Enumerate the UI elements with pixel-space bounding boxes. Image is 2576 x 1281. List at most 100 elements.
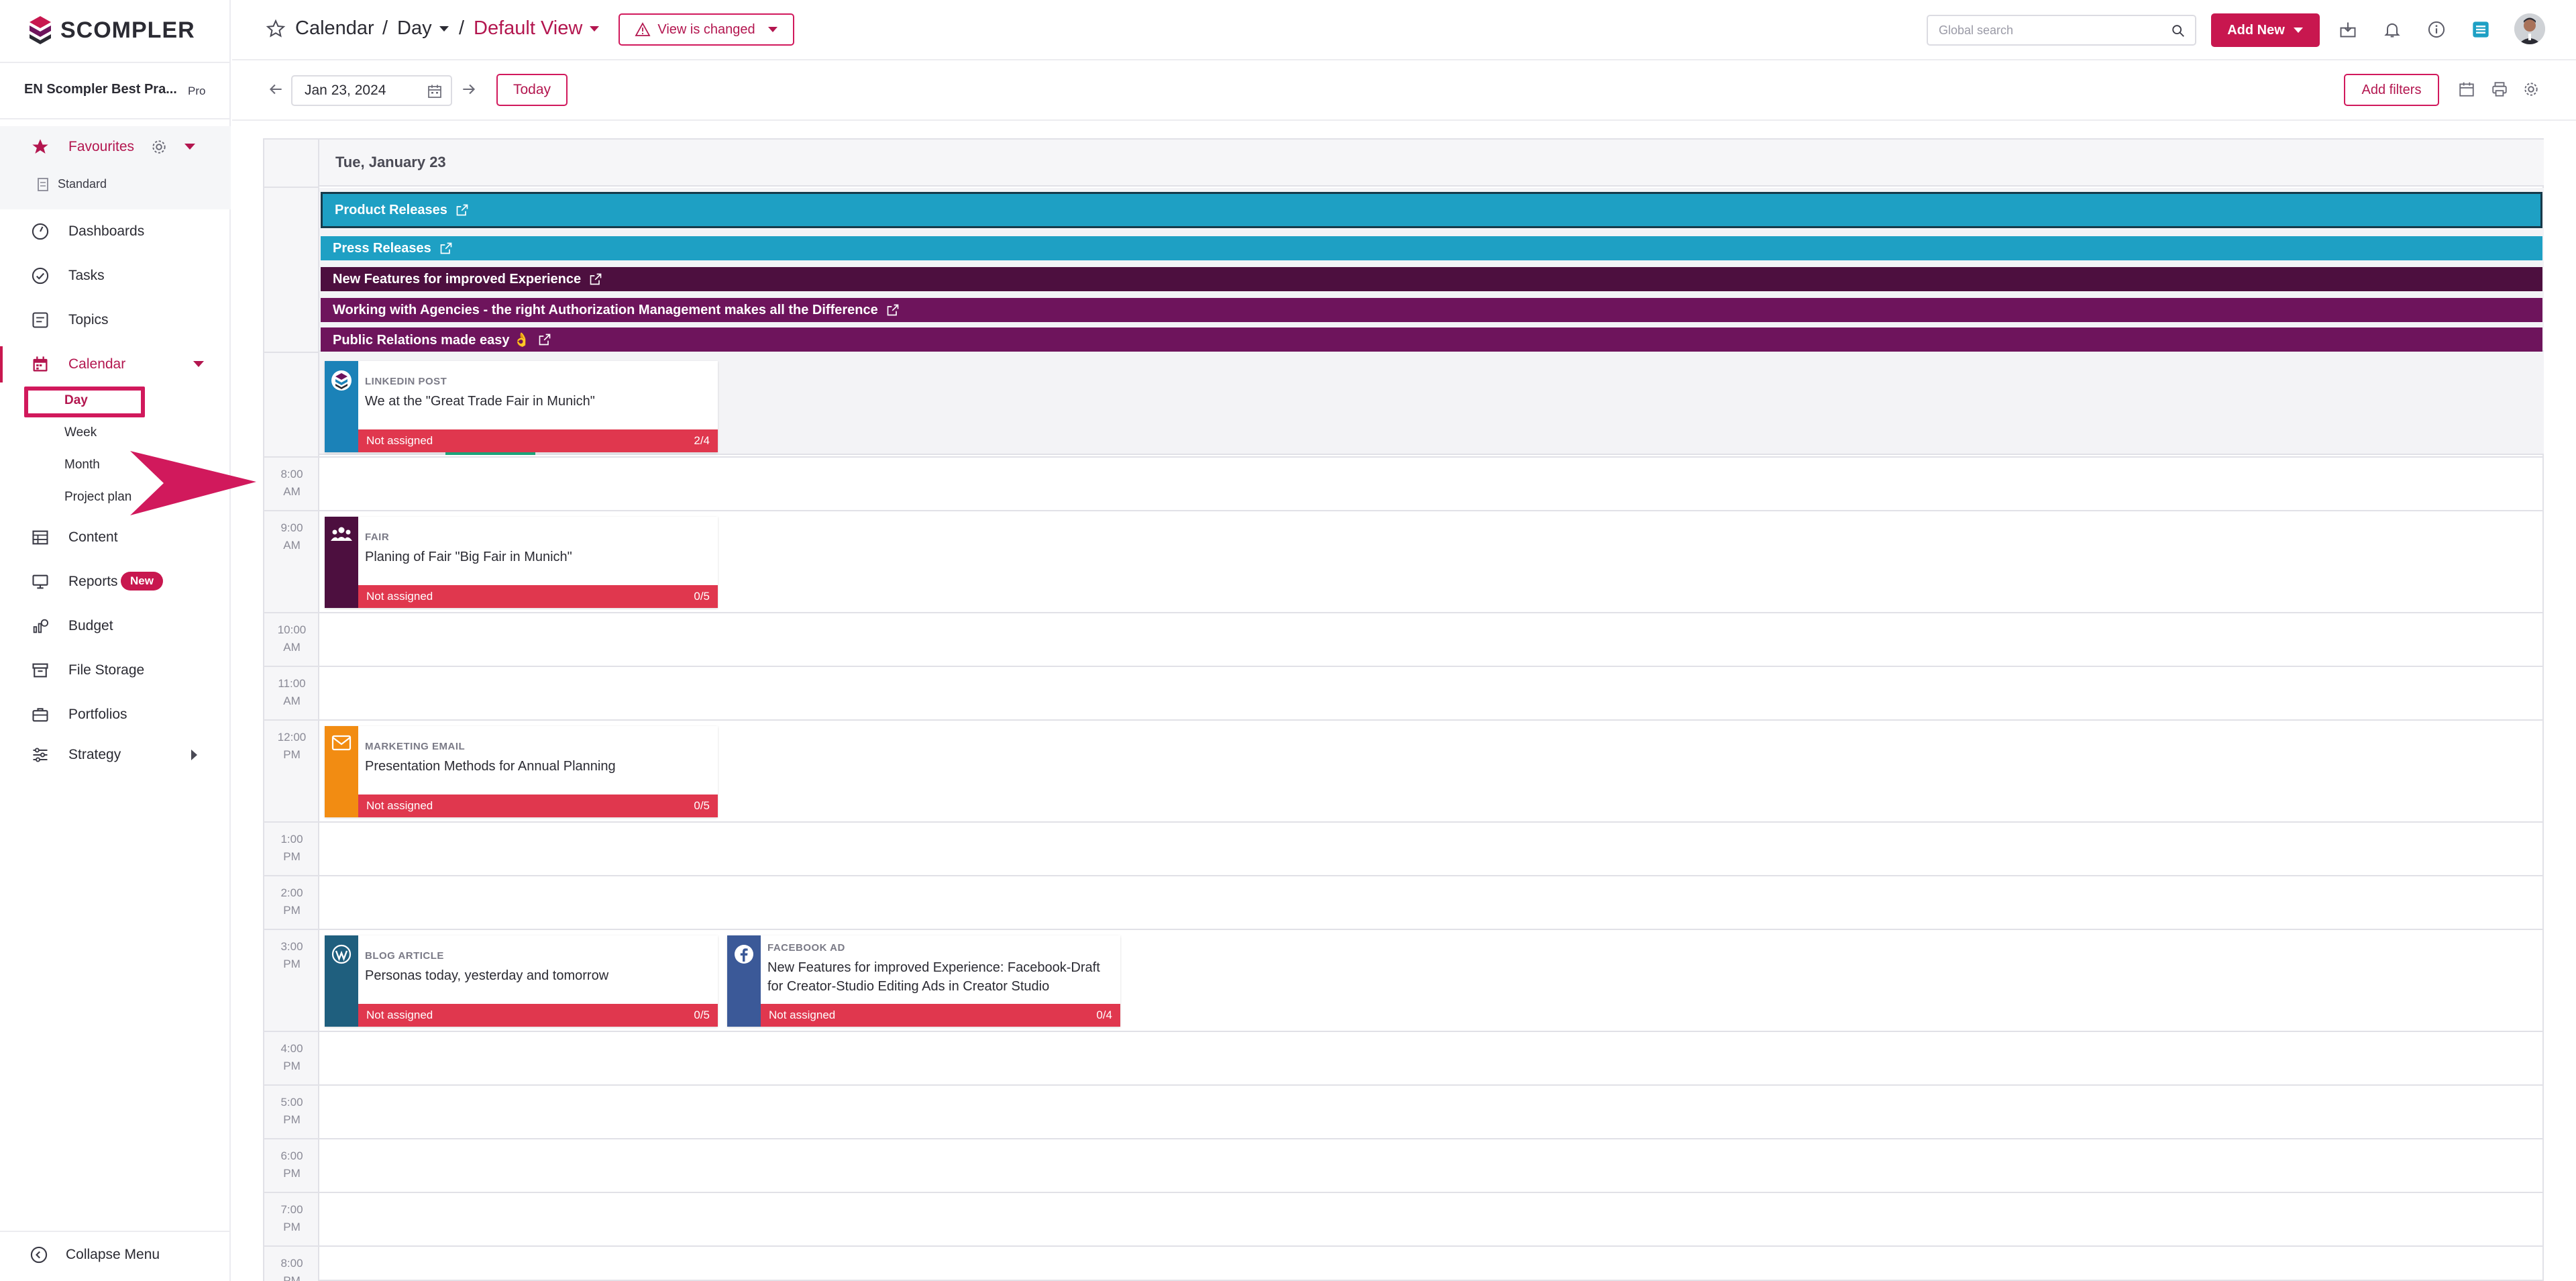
all-day-event-press-releases[interactable]: Press Releases — [321, 236, 2542, 260]
card-title: Presentation Methods for Annual Planning — [365, 759, 616, 774]
prev-day-arrow-icon[interactable] — [267, 81, 284, 98]
external-link-icon[interactable] — [455, 203, 469, 217]
gutter-line — [264, 821, 319, 823]
caret-down-icon — [439, 25, 449, 32]
favourites-section — [0, 126, 231, 209]
today-button[interactable]: Today — [496, 74, 568, 106]
sidebar-item-file-storage[interactable]: File Storage — [0, 652, 231, 688]
chevron-right-icon[interactable] — [191, 749, 199, 761]
gutter-line — [264, 719, 319, 721]
app-launcher-icon[interactable] — [2470, 19, 2491, 40]
reports-icon — [30, 571, 51, 593]
sidebar-item-label: Portfolios — [68, 707, 127, 722]
avatar[interactable] — [2514, 13, 2545, 44]
sidebar-item-budget[interactable]: Budget — [0, 608, 231, 644]
favourite-view-standard[interactable]: Standard — [38, 177, 107, 191]
gear-icon[interactable] — [150, 138, 168, 156]
envelope-icon — [331, 735, 352, 751]
hour-line — [319, 1031, 2544, 1032]
all-day-event-new-features[interactable]: New Features for improved Experience — [321, 267, 2542, 291]
calendar-export-icon[interactable] — [2458, 81, 2475, 98]
event-label: Working with Agencies - the right Author… — [333, 302, 878, 317]
sidebar-item-label: File Storage — [68, 662, 145, 678]
hour-line — [319, 456, 2544, 458]
content-card-fair[interactable]: FAIR Planing of Fair "Big Fair in Munich… — [325, 517, 718, 608]
hour-label-11am: 11:00 AM — [278, 677, 306, 707]
sidebar-item-portfolios[interactable]: Portfolios — [0, 697, 231, 733]
calendar-picker-icon — [428, 85, 441, 98]
breadcrumb-separator: / — [459, 17, 465, 39]
content-card-linkedin-post[interactable]: LINKEDIN POST We at the "Great Trade Fai… — [325, 361, 718, 455]
settings-gear-icon[interactable] — [2522, 81, 2540, 98]
external-link-icon[interactable] — [886, 303, 900, 317]
content-card-facebook-ad[interactable]: FACEBOOK AD New Features for improved Ex… — [727, 935, 1120, 1027]
hour-label-5pm: 5:00 PM — [280, 1096, 303, 1126]
sidebar-item-strategy[interactable]: Strategy — [0, 737, 231, 773]
breadcrumb-calendar[interactable]: Calendar — [295, 17, 374, 39]
search-icon — [2172, 25, 2184, 37]
hour-line — [319, 719, 2544, 721]
wordpress-icon — [331, 944, 352, 964]
task-progress-count: 0/5 — [694, 590, 710, 603]
bell-icon[interactable] — [2381, 19, 2403, 40]
content-card-marketing-email[interactable]: MARKETING EMAIL Presentation Methods for… — [325, 726, 718, 817]
sidebar-item-reports[interactable]: Reports — [0, 564, 231, 600]
warning-icon — [635, 22, 651, 36]
task-progress-count: 0/5 — [694, 799, 710, 812]
collapse-menu-button[interactable]: Collapse Menu — [30, 1245, 160, 1264]
info-icon[interactable] — [2426, 19, 2447, 40]
hour-line — [319, 821, 2544, 823]
hour-line — [319, 666, 2544, 667]
brand-logo[interactable]: SCOMPLER — [27, 15, 195, 46]
chevron-down-icon[interactable] — [184, 143, 196, 151]
sidebar-item-tasks[interactable]: Tasks — [0, 258, 231, 294]
favourite-star-icon[interactable] — [266, 19, 286, 39]
calendar-sub-day[interactable]: Day — [64, 393, 88, 407]
external-link-icon[interactable] — [589, 272, 602, 286]
global-search-input[interactable]: Global search — [1927, 15, 2196, 46]
gutter-line — [264, 929, 319, 930]
external-link-icon[interactable] — [439, 242, 453, 255]
workspace-name[interactable]: EN Scompler Best Pra... — [24, 82, 177, 97]
breadcrumb-view[interactable]: Default View — [474, 17, 600, 40]
day-highlight-box — [24, 387, 145, 417]
content-card-blog-article[interactable]: BLOG ARTICLE Personas today, yesterday a… — [325, 935, 718, 1027]
all-day-event-product-releases[interactable]: Product Releases — [321, 192, 2542, 228]
card-type: FAIR — [365, 531, 390, 543]
card-type-stripe — [325, 517, 358, 608]
add-new-button[interactable]: Add New — [2211, 13, 2320, 47]
hour-label-4pm: 4:00 PM — [280, 1042, 303, 1072]
budget-icon — [30, 615, 51, 637]
sidebar-item-dashboards[interactable]: Dashboards — [0, 213, 231, 250]
hour-label-6pm: 6:00 PM — [280, 1149, 303, 1180]
card-type-stripe — [325, 726, 358, 817]
task-progress-count: 0/4 — [1096, 1009, 1112, 1021]
sidebar-item-content[interactable]: Content — [0, 519, 231, 556]
hour-label-7pm: 7:00 PM — [280, 1203, 303, 1233]
chevron-down-icon[interactable] — [193, 360, 205, 368]
add-filters-button[interactable]: Add filters — [2344, 74, 2439, 106]
calendar-sub-month[interactable]: Month — [64, 458, 100, 472]
annotation-arrow — [121, 448, 262, 518]
external-link-icon[interactable] — [538, 333, 551, 346]
calendar-sub-project-plan[interactable]: Project plan — [64, 490, 132, 504]
table-icon — [30, 527, 51, 548]
divider — [0, 1231, 231, 1232]
breadcrumb-day[interactable]: Day — [397, 17, 449, 40]
all-day-event-public-relations[interactable]: Public Relations made easy 👌 — [321, 327, 2542, 352]
sidebar-item-favourites[interactable]: Favourites — [0, 129, 231, 165]
all-day-event-working-with-agencies[interactable]: Working with Agencies - the right Author… — [321, 298, 2542, 322]
view-changed-button[interactable]: View is changed — [619, 13, 794, 46]
inbox-icon[interactable] — [2337, 19, 2359, 40]
gutter-line — [264, 875, 319, 876]
card-status-bar: Not assigned 0/4 — [761, 1004, 1120, 1027]
date-picker-input[interactable]: Jan 23, 2024 — [291, 75, 452, 106]
archive-icon — [30, 660, 51, 681]
sidebar-item-calendar[interactable]: Calendar — [0, 346, 231, 382]
calendar-sub-week[interactable]: Week — [64, 425, 97, 440]
print-icon[interactable] — [2490, 81, 2509, 98]
next-day-arrow-icon[interactable] — [460, 81, 478, 98]
scompler-logo-icon — [30, 16, 51, 44]
sidebar-item-topics[interactable]: Topics — [0, 302, 231, 338]
card-type-stripe — [325, 361, 358, 452]
